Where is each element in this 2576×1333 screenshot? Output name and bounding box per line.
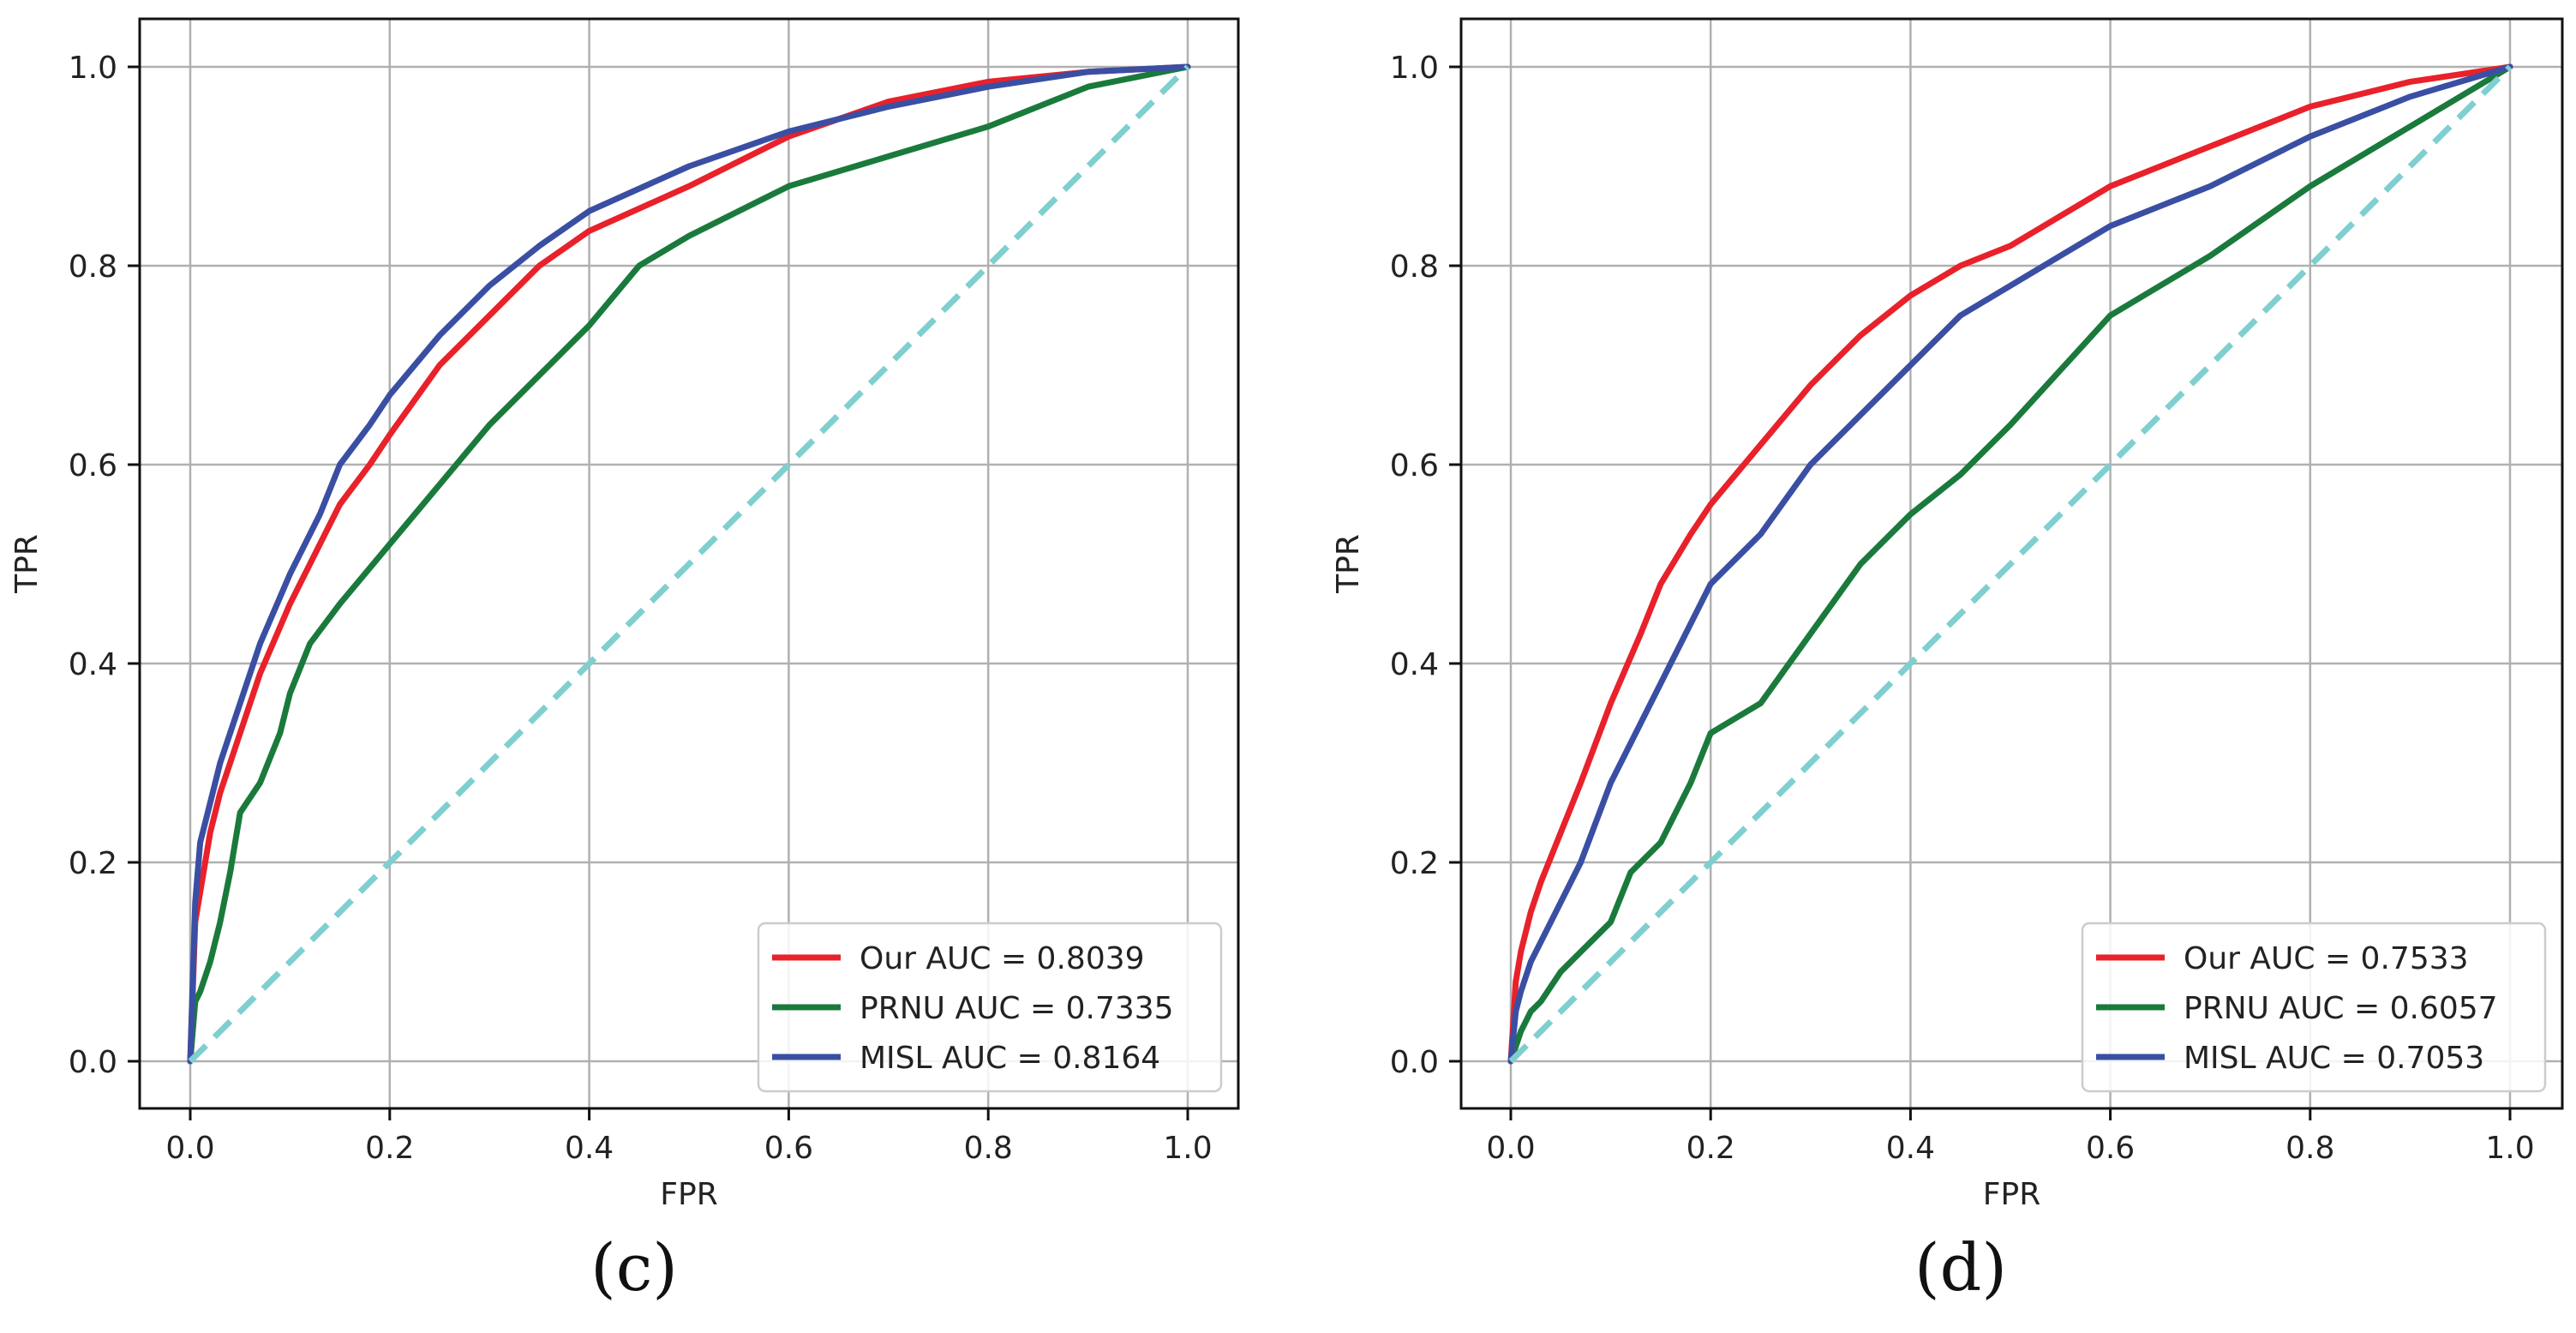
- panel-d: 0.0 0.2 0.4 0.6 0.8 1.0 0.0 0.2 0.4 0.6 0.8 1.0 FPR T…: [1331, 17, 2564, 1306]
- y-tick-label: 0.4: [69, 647, 117, 682]
- y-tick-label: 0.2: [1390, 846, 1439, 881]
- x-tick-label: 0.0: [1486, 1131, 1535, 1166]
- y-tick-label: 0.0: [1390, 1045, 1439, 1080]
- panel-c: 0.0 0.2 0.4 0.6 0.8 1.0 0.0 0.2 0.4 0.6 0.8 1.0 FPR T…: [9, 17, 1240, 1306]
- x-tick-label: 0.6: [2086, 1131, 2135, 1166]
- legend-entry: MISL AUC = 0.8164: [860, 1041, 1160, 1076]
- x-axis-label: FPR: [660, 1177, 717, 1212]
- panel-caption: (d): [1914, 1229, 2007, 1306]
- legend: Our AUC = 0.7533 PRNU AUC = 0.6057 MISL AU…: [2081, 922, 2547, 1093]
- axes-frame: [1459, 17, 2564, 1110]
- y-tick-label: 0.0: [69, 1045, 117, 1080]
- y-axis-label: TPR: [1331, 534, 1366, 594]
- x-tick-label: 0.8: [2285, 1131, 2334, 1166]
- x-tick-label: 0.4: [1886, 1131, 1935, 1166]
- series-line-3: [1507, 63, 2513, 1065]
- legend-box: [757, 922, 1223, 1093]
- x-tick-label: 0.8: [964, 1131, 1013, 1166]
- y-axis-label: TPR: [9, 534, 45, 594]
- series-line-2: [187, 63, 1191, 1065]
- y-tick-label: 0.6: [1390, 448, 1439, 483]
- y-tick-label: 0.8: [69, 249, 117, 285]
- legend-entry: Our AUC = 0.7533: [2184, 941, 2469, 976]
- x-tick-label: 1.0: [1163, 1131, 1212, 1166]
- x-axis-label: FPR: [1983, 1177, 2040, 1212]
- panel-caption: (c): [590, 1229, 678, 1306]
- legend-box: [2081, 922, 2547, 1093]
- y-tick-label: 0.2: [69, 846, 117, 881]
- series-line-3: [187, 63, 1191, 1065]
- y-tick-label: 1.0: [69, 51, 117, 86]
- axes-frame: [138, 17, 1240, 1110]
- x-tick-label: 0.0: [165, 1131, 214, 1166]
- x-tick-label: 1.0: [2485, 1131, 2534, 1166]
- chance-diagonal-line: [188, 64, 1190, 1064]
- legend: Our AUC = 0.8039 PRNU AUC = 0.7335 MISL AU…: [757, 922, 1223, 1093]
- y-tick-label: 1.0: [1390, 51, 1439, 86]
- legend-entry: Our AUC = 0.8039: [860, 941, 1145, 976]
- x-tick-label: 0.2: [365, 1131, 414, 1166]
- x-tick-label: 0.2: [1686, 1131, 1735, 1166]
- legend-entry: PRNU AUC = 0.7335: [860, 991, 1174, 1026]
- legend-entry: MISL AUC = 0.7053: [2184, 1041, 2484, 1076]
- x-tick-label: 0.6: [764, 1131, 813, 1166]
- series-line-1: [1507, 63, 2513, 1065]
- chance-diagonal-line: [1508, 64, 2513, 1064]
- y-tick-label: 0.4: [1390, 647, 1439, 682]
- x-tick-label: 0.4: [565, 1131, 614, 1166]
- y-tick-label: 0.6: [69, 448, 117, 483]
- y-tick-label: 0.8: [1390, 249, 1439, 285]
- series-line-2: [1507, 63, 2513, 1065]
- legend-entry: PRNU AUC = 0.6057: [2184, 991, 2498, 1026]
